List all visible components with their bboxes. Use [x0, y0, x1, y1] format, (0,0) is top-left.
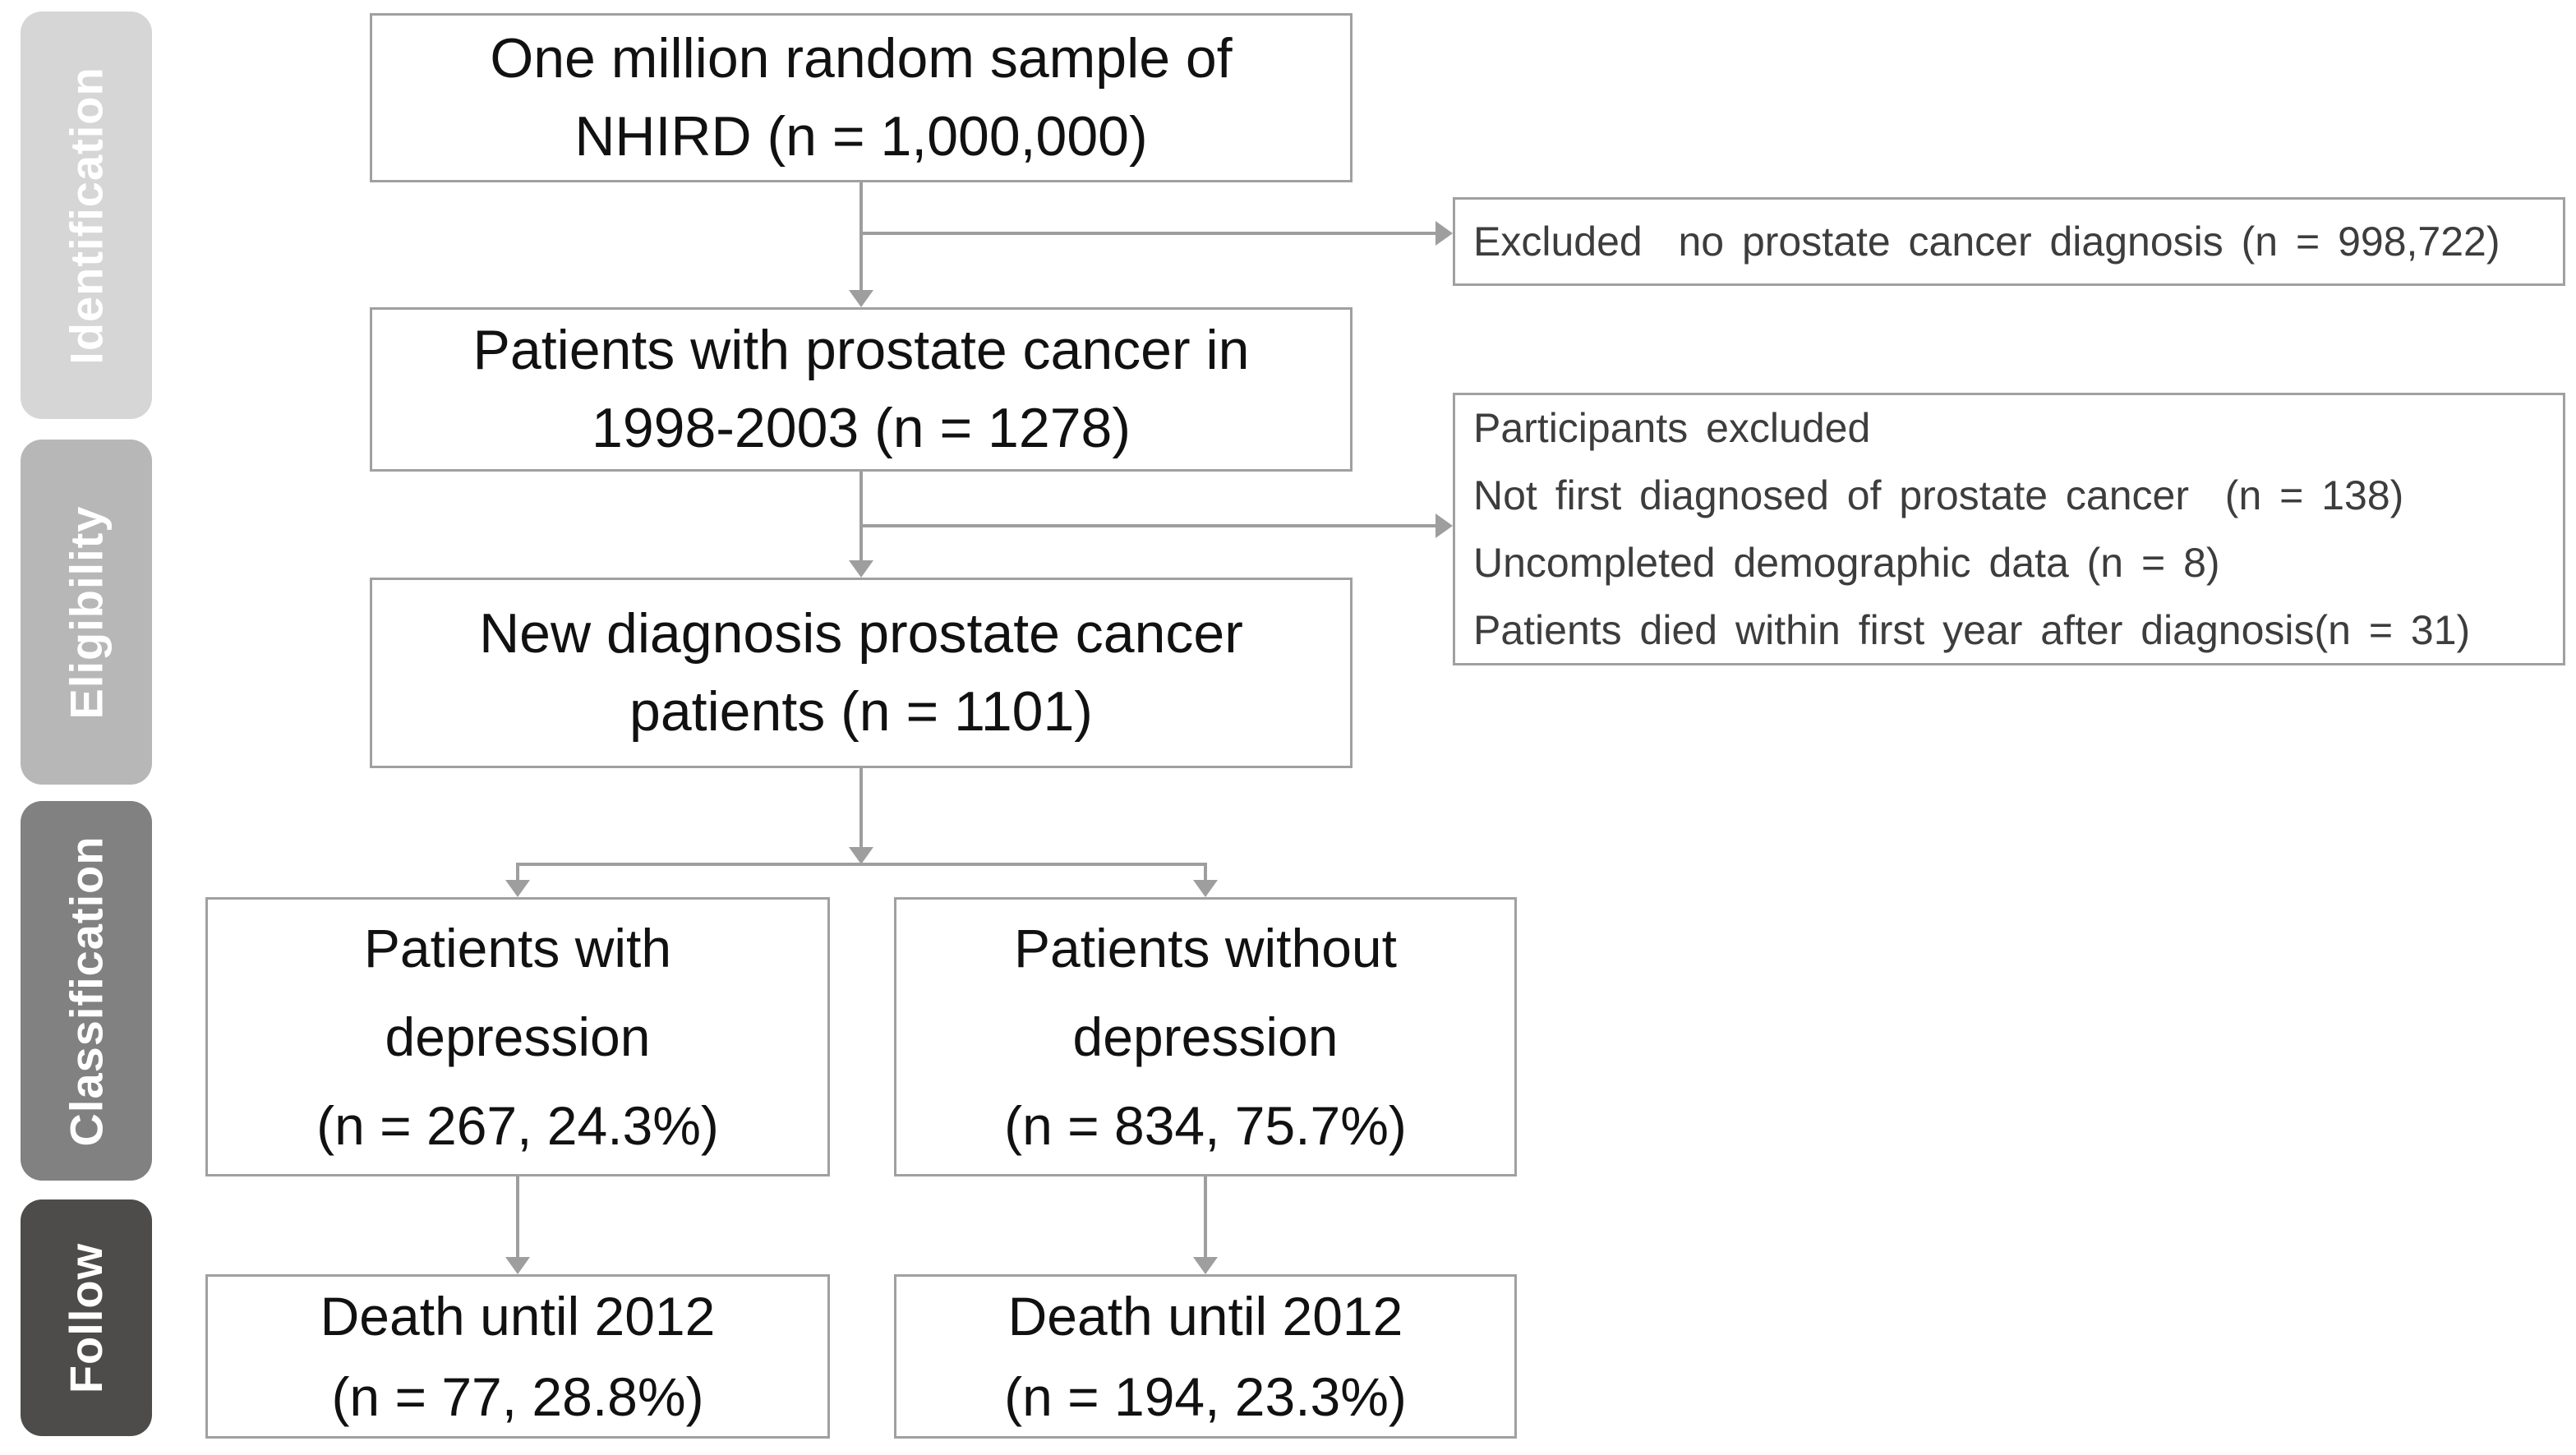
- arrowhead-into-death-without: [1193, 1257, 1218, 1274]
- box-with-depression: Patients with depression (n = 267, 24.3%…: [205, 897, 830, 1176]
- arrowhead-into-without-depression: [1193, 880, 1218, 897]
- stage-follow-label: Follow: [60, 1242, 113, 1393]
- arrowhead-at-split: [849, 847, 873, 864]
- arrowhead-into-participants-excluded: [1435, 513, 1453, 538]
- connector-split-right: [1204, 863, 1207, 884]
- stage-eligibility-label: Eligibility: [60, 505, 113, 719]
- connector-with-depression-to-death: [516, 1176, 519, 1259]
- box-sample-text: One million random sample of NHIRD (n = …: [490, 27, 1233, 168]
- arrowhead-into-newdiagnosis: [849, 560, 873, 578]
- box-excluded-text: Excluded no prostate cancer diagnosis (n…: [1473, 219, 2500, 265]
- box-sample: One million random sample of NHIRD (n = …: [370, 13, 1353, 182]
- connector-split-bar: [516, 863, 1207, 866]
- box-death-with-depression: Death until 2012 (n = 77, 28.8%): [205, 1274, 830, 1439]
- connector-prostate-to-newdiagnosis: [859, 472, 863, 563]
- connector-branch-participants-excluded: [861, 524, 1436, 527]
- connector-split-left: [516, 863, 519, 884]
- box-participants-excluded: Participants excluded Not first diagnose…: [1453, 393, 2565, 665]
- arrowhead-into-excluded: [1435, 221, 1453, 246]
- connector-sample-to-prostate: [859, 182, 863, 292]
- stage-classification-label: Classification: [60, 835, 113, 1147]
- arrowhead-into-with-depression: [505, 880, 530, 897]
- box-new-diagnosis-text: New diagnosis prostate cancer patients (…: [479, 602, 1243, 743]
- stage-eligibility: Eligibility: [21, 440, 152, 785]
- arrowhead-into-prostate: [849, 290, 873, 307]
- box-with-depression-text: Patients with depression (n = 267, 24.3%…: [316, 918, 719, 1156]
- box-participants-excluded-text: Participants excluded Not first diagnose…: [1473, 405, 2471, 653]
- box-without-depression-text: Patients without depression (n = 834, 75…: [1004, 918, 1407, 1156]
- connector-newdiagnosis-down: [859, 768, 863, 849]
- box-new-diagnosis: New diagnosis prostate cancer patients (…: [370, 578, 1353, 768]
- stage-classification: Classification: [21, 801, 152, 1181]
- box-death-without-depression: Death until 2012 (n = 194, 23.3%): [894, 1274, 1517, 1439]
- stage-identification-label: Identification: [60, 66, 113, 365]
- stage-identification: Identification: [21, 12, 152, 419]
- box-without-depression: Patients without depression (n = 834, 75…: [894, 897, 1517, 1176]
- connector-without-depression-to-death: [1204, 1176, 1207, 1259]
- arrowhead-into-death-with: [505, 1257, 530, 1274]
- box-excluded: Excluded no prostate cancer diagnosis (n…: [1453, 197, 2565, 286]
- connector-branch-excluded: [861, 232, 1436, 235]
- box-death-without-depression-text: Death until 2012 (n = 194, 23.3%): [1004, 1286, 1407, 1427]
- box-prostate-cancer-text: Patients with prostate cancer in 1998-20…: [472, 319, 1250, 459]
- box-prostate-cancer: Patients with prostate cancer in 1998-20…: [370, 307, 1353, 472]
- stage-follow: Follow: [21, 1199, 152, 1436]
- box-death-with-depression-text: Death until 2012 (n = 77, 28.8%): [320, 1286, 716, 1427]
